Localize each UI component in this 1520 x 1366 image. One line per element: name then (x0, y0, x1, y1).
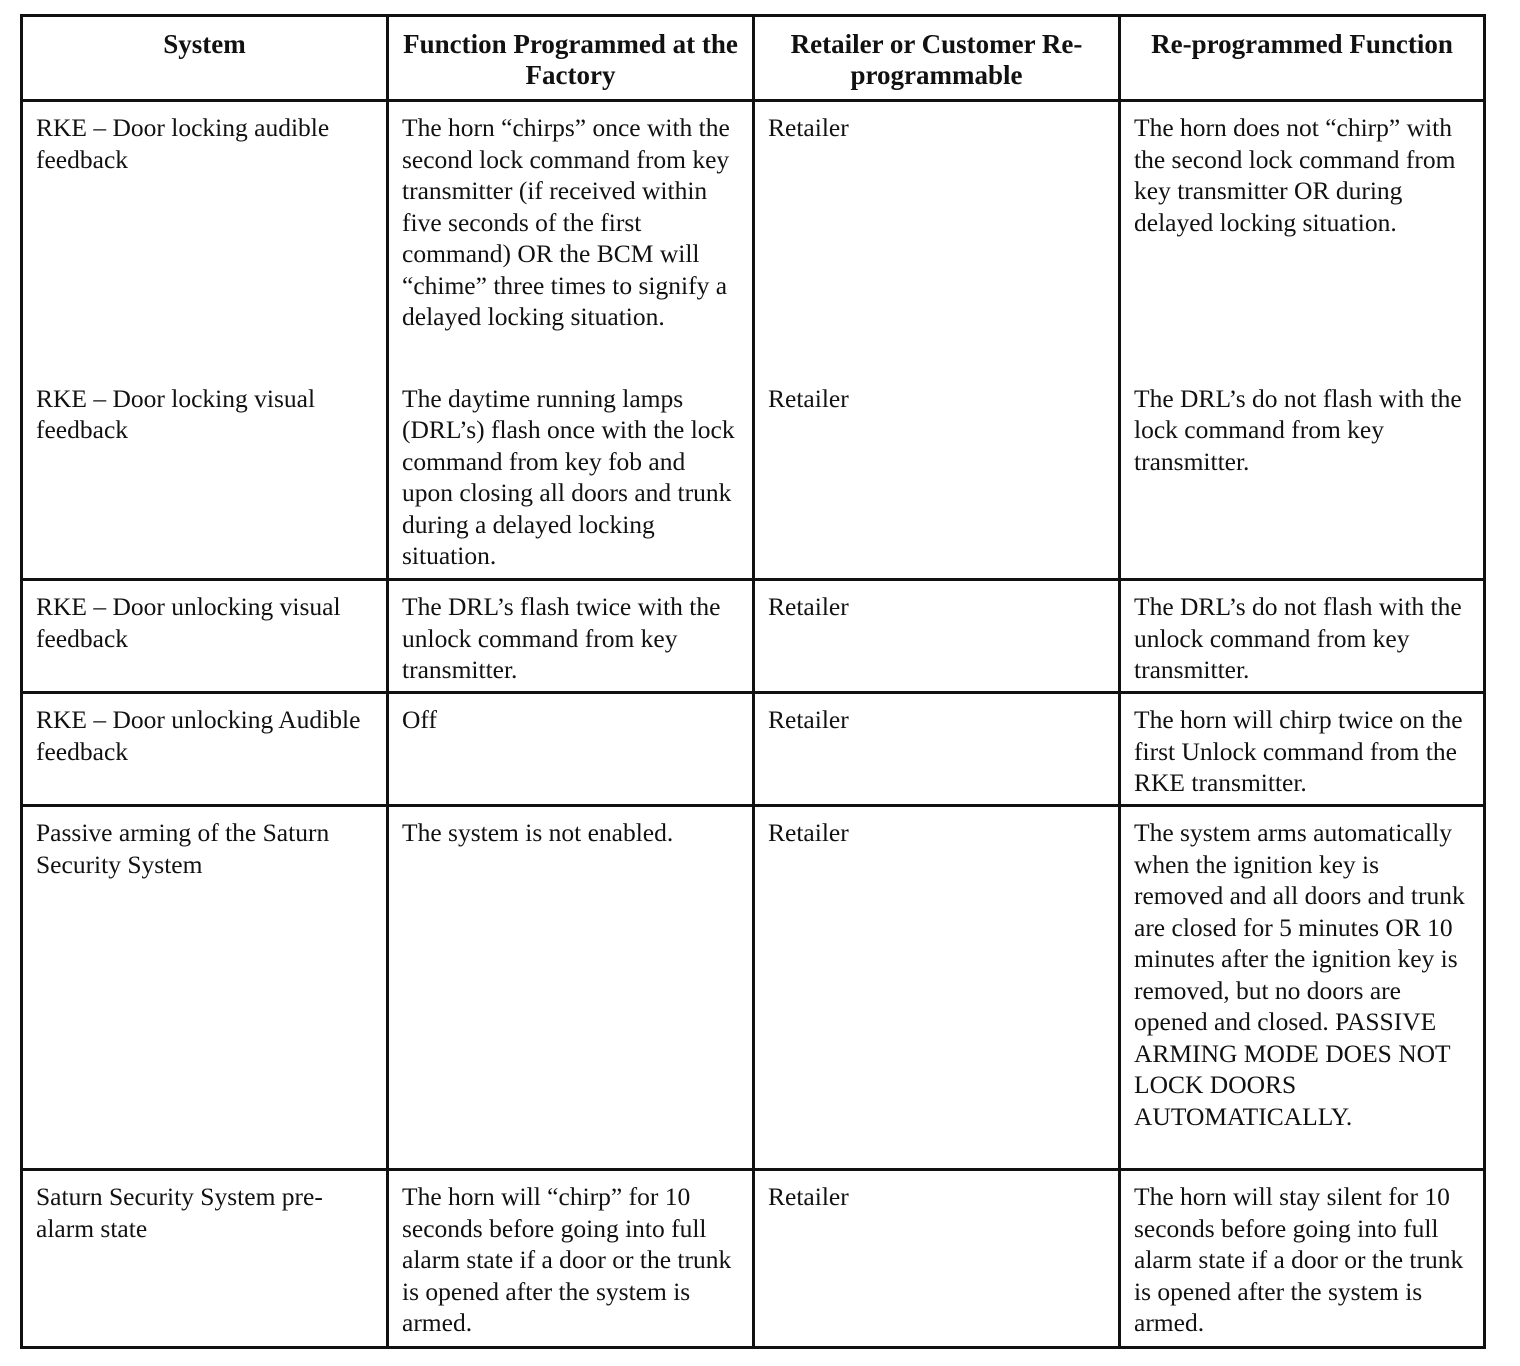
cell-factory: The DRL’s flash twice with the unlock co… (386, 579, 755, 694)
cell-reprogrammed: The horn will chirp twice on the first U… (1118, 692, 1486, 807)
cell-system: Saturn Security System pre-alarm state (20, 1169, 389, 1349)
cell-system: Passive arming of the Saturn Security Sy… (20, 805, 389, 1171)
cell-reprogrammed: The DRL’s do not flash with the lock com… (1118, 372, 1486, 581)
cell-factory: The horn will “chirp” for 10 seconds bef… (386, 1169, 755, 1349)
header-system: System (20, 14, 389, 102)
cell-reprogrammed: The system arms automatically when the i… (1118, 805, 1486, 1171)
cell-who: Retailer (752, 1169, 1121, 1349)
cell-system: RKE – Door unlocking visual feedback (20, 579, 389, 694)
cell-reprogrammed: The horn does not “chirp” with the secon… (1118, 100, 1486, 373)
cell-who: Retailer (752, 100, 1121, 373)
cell-who: Retailer (752, 579, 1121, 694)
cell-reprogrammed: The horn will stay silent for 10 seconds… (1118, 1169, 1486, 1349)
cell-system: RKE – Door unlocking Audible feedback (20, 692, 389, 807)
header-factory: Function Programmed at the Factory (386, 14, 755, 102)
cell-system: RKE – Door locking audible feedback (20, 100, 389, 373)
cell-factory: Off (386, 692, 755, 807)
header-row: System Function Programmed at the Factor… (20, 14, 1486, 102)
cell-system: RKE – Door locking visual feedback (20, 372, 389, 581)
reprogramming-table: System Function Programmed at the Factor… (20, 14, 1486, 1349)
table-row: RKE – Door unlocking Audible feedback Of… (20, 692, 1486, 807)
cell-who: Retailer (752, 805, 1121, 1171)
cell-who: Retailer (752, 692, 1121, 807)
table-row: RKE – Door locking audible feedback The … (20, 100, 1486, 373)
cell-factory: The daytime running lamps (DRL’s) flash … (386, 372, 755, 581)
table-row: Passive arming of the Saturn Security Sy… (20, 805, 1486, 1171)
header-who: Retailer or Customer Re-programmable (752, 14, 1121, 102)
cell-reprogrammed: The DRL’s do not flash with the unlock c… (1118, 579, 1486, 694)
cell-who: Retailer (752, 372, 1121, 581)
table-row: Saturn Security System pre-alarm state T… (20, 1169, 1486, 1349)
table-row: RKE – Door locking visual feedback The d… (20, 372, 1486, 581)
cell-factory: The horn “chirps” once with the second l… (386, 100, 755, 373)
table-row: RKE – Door unlocking visual feedback The… (20, 579, 1486, 694)
cell-factory: The system is not enabled. (386, 805, 755, 1171)
header-reprogrammed: Re-programmed Function (1118, 14, 1486, 102)
